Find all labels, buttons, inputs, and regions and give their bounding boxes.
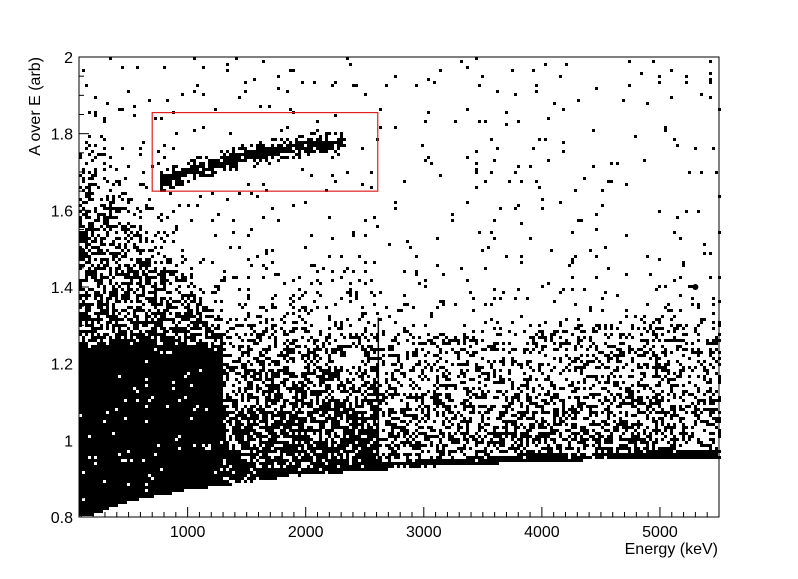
y-tick-label: 1: [64, 433, 73, 450]
x-tick-label: 4000: [524, 524, 560, 541]
y-tick-label: 1.6: [51, 203, 73, 220]
x-tick-label: 5000: [642, 524, 678, 541]
scatter-points: [79, 57, 721, 516]
y-axis-label: A over E (arb): [27, 57, 44, 156]
x-tick-label: 3000: [406, 524, 442, 541]
x-tick-label: 1000: [170, 524, 206, 541]
y-tick-label: 1.2: [51, 357, 73, 374]
hot-spot: [692, 284, 699, 290]
scatter-density: [79, 57, 721, 516]
y-tick-label: 1.8: [51, 127, 73, 144]
x-tick-label: 2000: [288, 524, 324, 541]
selection-rectangle: [151, 111, 379, 192]
axes: 1000 2000 3000 4000 5000 0.8 1 1.2 1.4 1.6 1.8 2: [51, 50, 720, 541]
y-tick-label: 1.4: [51, 280, 73, 297]
x-axis-label: Energy (keV): [625, 541, 718, 558]
annotation-layer: [151, 111, 379, 192]
y-tick-label: 0.8: [51, 510, 73, 527]
y-tick-label: 2: [64, 50, 73, 67]
